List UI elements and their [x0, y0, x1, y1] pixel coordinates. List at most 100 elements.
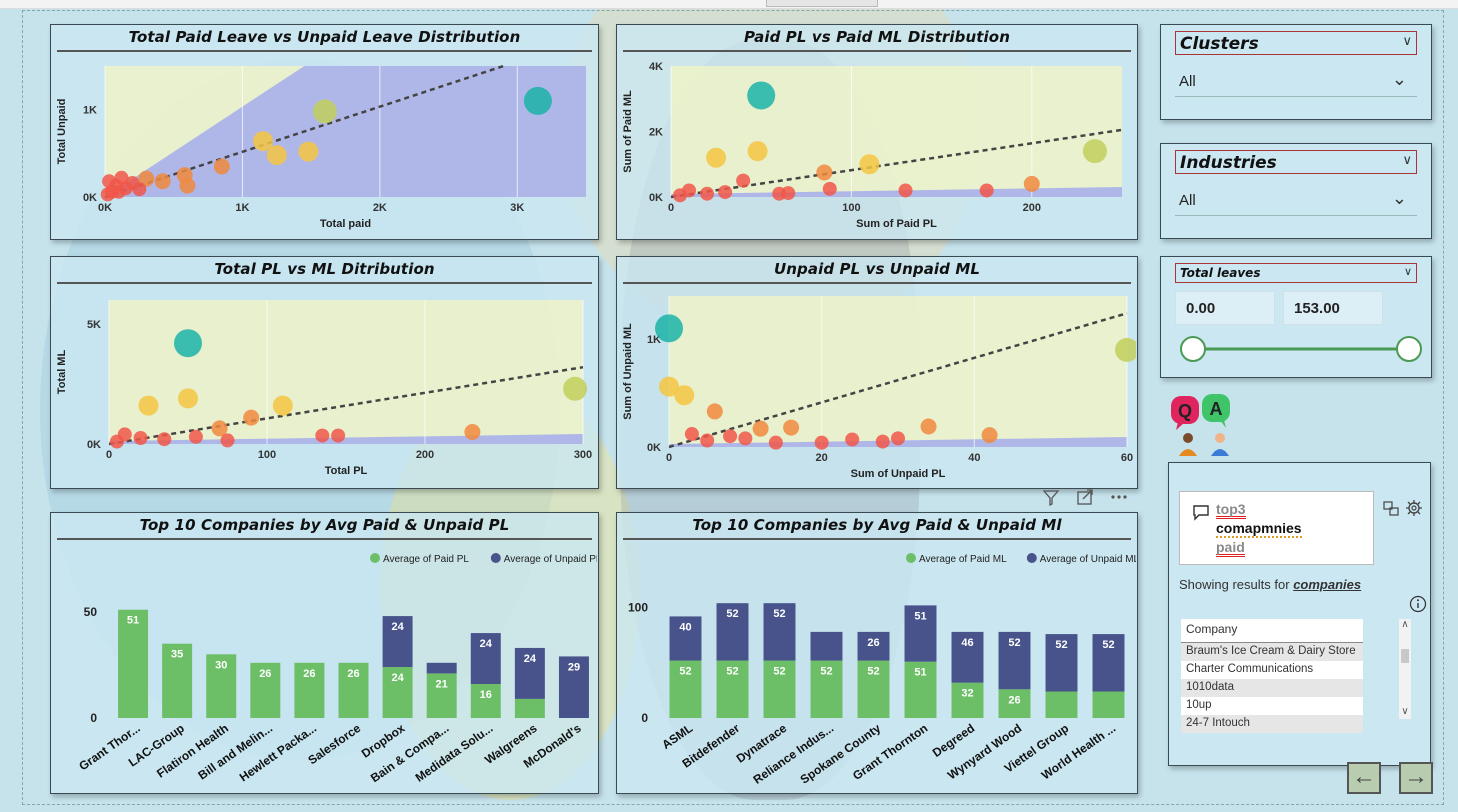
data-point: [220, 433, 235, 448]
slider-max-handle[interactable]: [1396, 336, 1422, 362]
table-row[interactable]: Braum's Ice Cream & Dairy Store: [1181, 643, 1363, 661]
chart-title: Top 10 Companies by Avg Paid & Unpaid Ml: [692, 516, 1062, 534]
scroll-up-icon[interactable]: ∧: [1401, 619, 1409, 630]
legend-marker: [370, 553, 380, 563]
data-label: 52: [679, 666, 691, 678]
chevron-down-icon[interactable]: ∨: [1403, 266, 1412, 278]
data-label: 35: [171, 649, 183, 661]
bar-segment: [669, 660, 702, 718]
range-max-input[interactable]: 153.00: [1283, 291, 1383, 325]
total-leaves-slicer[interactable]: Total leaves ∨ 0.00 153.00: [1160, 256, 1432, 378]
bar-segment: [904, 661, 937, 718]
x-tick-label: Medidata Solu...: [413, 721, 496, 785]
x-tick-label: 0: [666, 452, 672, 464]
data-label: 52: [867, 666, 879, 678]
bar-segment: [716, 660, 749, 718]
bar-segment: [998, 631, 1031, 690]
chevron-down-icon[interactable]: ⌄: [1391, 69, 1407, 89]
data-point: [157, 432, 172, 447]
data-point: [768, 435, 783, 450]
bar-card-2[interactable]: Top 10 Companies by Avg Paid & Unpaid Ml…: [616, 512, 1138, 794]
more-options-icon[interactable]: [1111, 495, 1127, 499]
chevron-down-icon[interactable]: ⌄: [1391, 188, 1407, 208]
x-tick-label: Spokane County: [798, 721, 884, 787]
data-point: [109, 434, 124, 449]
data-point: [315, 428, 330, 443]
data-point: [138, 395, 159, 416]
data-point: [718, 185, 733, 200]
bar-card-1[interactable]: Top 10 Companies by Avg Paid & Unpaid PL…: [50, 512, 599, 794]
chevron-down-icon[interactable]: ∨: [1402, 152, 1412, 167]
bar-segment: [162, 643, 193, 718]
x-tick-label: 100: [258, 449, 276, 461]
data-label: 51: [914, 610, 926, 622]
x-tick-label: Bill and Melin...: [195, 721, 275, 783]
data-label: 30: [215, 659, 227, 671]
scatter-card-2[interactable]: Paid PL vs Paid ML Distribution 0 100 200 0…: [616, 24, 1138, 240]
clusters-dropdown[interactable]: All ⌄: [1175, 67, 1417, 97]
chart-title: Paid PL vs Paid ML Distribution: [744, 28, 1010, 46]
scroll-thumb[interactable]: [1401, 649, 1409, 663]
data-point: [213, 158, 230, 175]
data-label: 52: [726, 666, 738, 678]
info-icon[interactable]: [1409, 595, 1427, 613]
industries-dropdown[interactable]: All ⌄: [1175, 186, 1417, 216]
arrow-right-icon[interactable]: →: [1399, 762, 1433, 794]
data-label: 26: [347, 668, 359, 680]
bar-segment: [470, 684, 501, 718]
page-tab[interactable]: [766, 0, 878, 7]
data-point: [981, 427, 998, 444]
bar-chart: Average of Paid ML Average of Unpaid ML 0 1…: [628, 553, 1136, 787]
y-tick-label: 50: [84, 605, 98, 619]
focus-mode-icon[interactable]: [1077, 489, 1093, 505]
scatter-card-1[interactable]: Total Paid Leave vs Unpaid Leave Distrib…: [50, 24, 599, 240]
data-point: [132, 182, 147, 197]
data-point: [684, 427, 699, 442]
table-scrollbar[interactable]: ∧ ∨: [1399, 619, 1411, 719]
range-slider[interactable]: [1175, 333, 1425, 367]
title-divider: [57, 50, 592, 52]
legend-marker: [490, 553, 501, 563]
x-tick-label: ASML: [659, 721, 695, 752]
data-label: 51: [914, 667, 926, 679]
qa-query-word: comapmnies: [1216, 520, 1302, 538]
data-point: [875, 434, 890, 449]
qa-icon[interactable]: Q A: [1168, 392, 1238, 458]
data-point: [102, 174, 117, 189]
data-point: [814, 435, 829, 450]
table-row[interactable]: 1010data: [1181, 679, 1363, 697]
range-min-input[interactable]: 0.00: [1175, 291, 1275, 325]
slider-min-handle[interactable]: [1180, 336, 1206, 362]
bar-segment: [669, 616, 702, 661]
y-tick-label: 2K: [649, 127, 663, 139]
trend-line: [668, 312, 1128, 449]
data-point: [188, 429, 203, 444]
settings-gear-icon[interactable]: [1405, 499, 1423, 517]
clusters-slicer[interactable]: Clusters ∨ All ⌄: [1160, 24, 1432, 120]
qa-question-box[interactable]: top3 comapmnies paid: [1179, 491, 1374, 565]
data-point: [253, 131, 274, 152]
data-point: [178, 388, 198, 409]
table-row[interactable]: 10up: [1181, 697, 1363, 715]
data-point: [738, 431, 753, 446]
data-point: [674, 385, 695, 406]
convert-visual-icon[interactable]: [1382, 499, 1400, 517]
scatter-card-4[interactable]: Unpaid PL vs Unpaid ML 0 20 40 60 0K 1K Sum of…: [616, 256, 1138, 489]
qa-showing-term[interactable]: companies: [1293, 577, 1362, 592]
y-axis-label: Total ML: [56, 350, 68, 395]
bar-segment: [998, 689, 1031, 718]
filter-icon[interactable]: [1042, 490, 1060, 507]
table-row[interactable]: Charter Communications: [1181, 661, 1363, 679]
scroll-down-icon[interactable]: ∨: [1401, 706, 1409, 717]
scatter-card-3[interactable]: Total PL vs ML Ditribution 0 100 200 300 0K 5…: [50, 256, 599, 489]
industries-slicer[interactable]: Industries ∨ All ⌄: [1160, 143, 1432, 239]
legend-label: Average of Paid ML: [919, 554, 1007, 565]
y-tick-label: 1K: [83, 105, 97, 117]
data-point: [891, 431, 905, 446]
arrow-left-icon[interactable]: ←: [1347, 762, 1381, 794]
qa-visual[interactable]: top3 comapmnies paid Showing results for…: [1168, 462, 1431, 766]
chevron-down-icon[interactable]: ∨: [1402, 33, 1412, 48]
data-label: 16: [480, 689, 492, 701]
data-point: [266, 145, 287, 166]
table-row[interactable]: 24-7 Intouch: [1181, 715, 1363, 733]
